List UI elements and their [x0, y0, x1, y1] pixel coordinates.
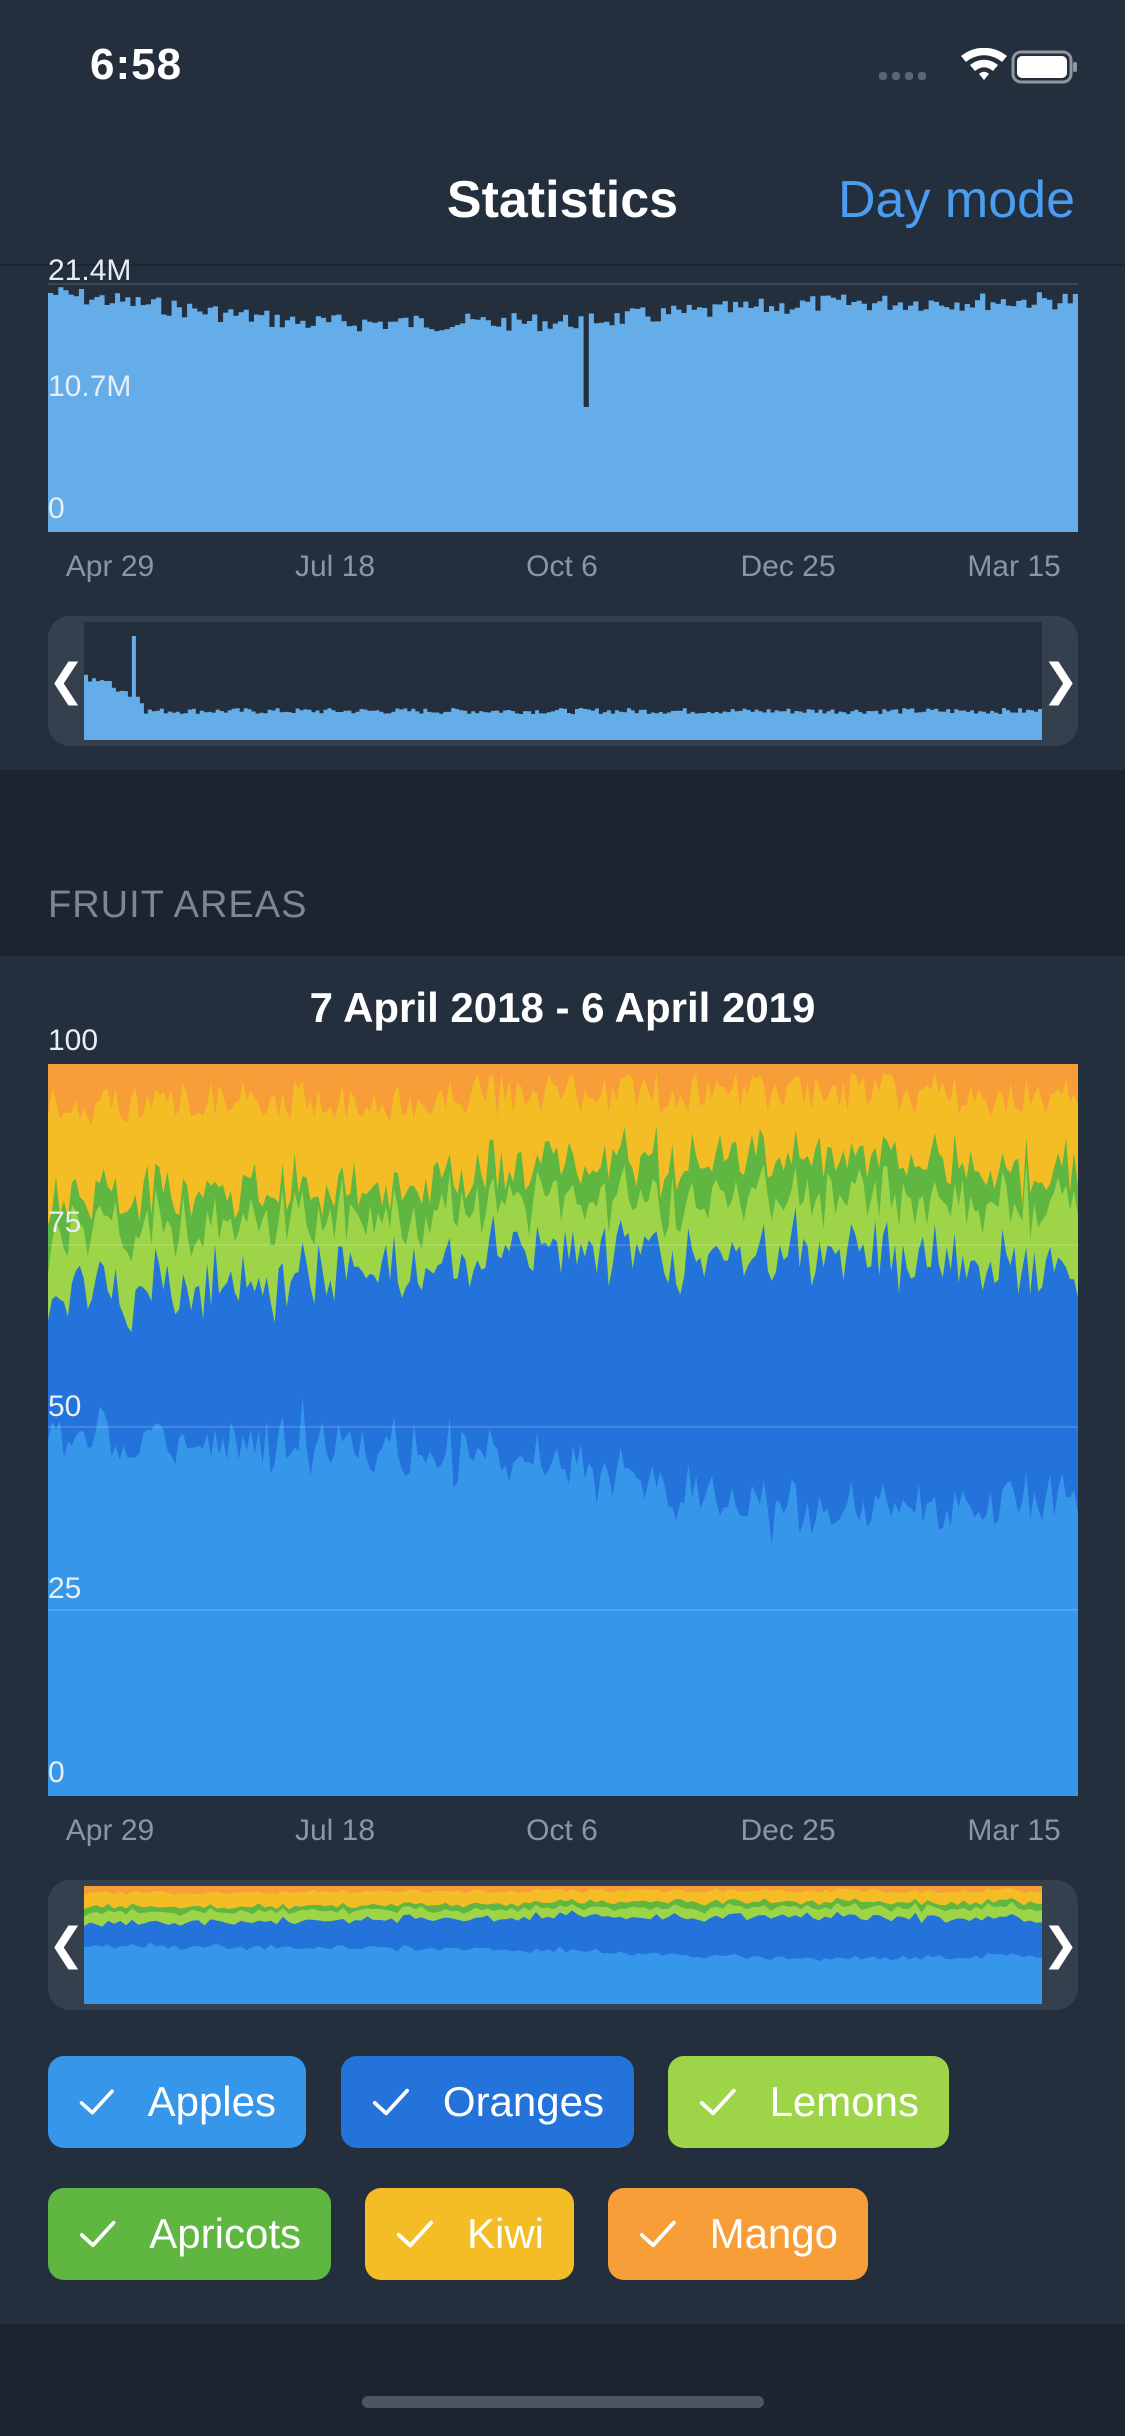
chart1-ytick-zero: 0 [48, 492, 65, 525]
page-title: Statistics [446, 171, 679, 229]
chart2-range-navigator[interactable]: ❮ ❯ [48, 1880, 1078, 2010]
chart2-xtick: Oct 6 [526, 1814, 598, 1847]
chart2-mini-layers [84, 1886, 1042, 2004]
toggle-label: Kiwi [466, 2210, 544, 2257]
checkmark-icon [396, 2220, 434, 2248]
area-layer-apples [48, 1395, 1078, 1796]
cellular-signal-icon [879, 72, 926, 80]
chart2-ytick-50: 50 [48, 1390, 82, 1423]
checkmark-icon [699, 2088, 736, 2116]
toggle-label: Apricots [149, 2210, 301, 2257]
chart1-xtick: Mar 15 [967, 550, 1061, 583]
chart2-navigator-left-handle[interactable]: ❮ [48, 1920, 85, 1969]
chart1-bars [48, 287, 1078, 532]
toggle-label: Lemons [769, 2078, 919, 2125]
chart2-ytick-25: 25 [48, 1572, 82, 1605]
checkmark-icon [639, 2220, 676, 2248]
wifi-icon [961, 48, 1007, 80]
checkmark-icon [79, 2220, 116, 2248]
chart1-navigator-window[interactable] [84, 622, 1042, 740]
fruit-areas-chart [48, 1064, 1078, 1796]
toggle-mango-button[interactable]: Mango [608, 2188, 868, 2280]
status-icons [879, 48, 1077, 84]
section-header: FRUIT AREAS [48, 884, 308, 926]
toggle-apples-button[interactable]: Apples [48, 2056, 306, 2148]
chart1-ytick-mid: 10.7M [48, 370, 132, 403]
toggle-label: Apples [147, 2078, 276, 2125]
chart2-xtick: Apr 29 [65, 1814, 155, 1847]
home-indicator [362, 2396, 764, 2408]
chart-range-title: 7 April 2018 - 6 April 2019 [309, 984, 816, 1031]
chart1-ytick-top: 21.4M [48, 254, 132, 287]
chart1-navigator-left-handle[interactable]: ❮ [48, 656, 85, 705]
chart1-range-navigator[interactable]: ❮ ❯ [48, 616, 1078, 746]
chart1-xtick: Jul 18 [294, 550, 376, 583]
chart1-mini-preview [84, 636, 1042, 740]
chart1-mini-bars [84, 636, 1042, 740]
chart1-navigator-right-handle[interactable]: ❯ [1042, 656, 1078, 705]
chart2-xtick: Jul 18 [294, 1814, 376, 1847]
status-time: 6:58 [90, 40, 183, 89]
navigation-bar: Statistics Day mode [0, 136, 1125, 266]
chart2-ytick-100: 100 [48, 1024, 99, 1057]
mini-layer-apples [84, 1942, 1042, 2004]
checkmark-icon [372, 2088, 410, 2116]
toggle-lemons-button[interactable]: Lemons [668, 2056, 949, 2148]
chart2-xtick: Mar 15 [967, 1814, 1061, 1847]
status-bar: 6:58 [0, 0, 1125, 136]
fruit-area-layers [48, 1064, 1078, 1796]
chart1-xtick: Apr 29 [65, 550, 155, 583]
chart1-xtick: Oct 6 [526, 550, 598, 583]
chart2-mini-preview [84, 1886, 1042, 2004]
toggle-oranges-button[interactable]: Oranges [341, 2056, 634, 2148]
followers-bar-chart [48, 283, 1078, 532]
toggle-label: Mango [709, 2210, 838, 2257]
chart2-grid [48, 1244, 1078, 1611]
chart1-xtick: Dec 25 [740, 550, 836, 583]
chart2-navigator-right-handle[interactable]: ❯ [1042, 1920, 1078, 1969]
day-mode-button[interactable]: Day mode [838, 171, 1075, 229]
chart2-ytick-0: 0 [48, 1756, 65, 1789]
toggle-apricots-button[interactable]: Apricots [48, 2188, 331, 2280]
battery-icon [1011, 50, 1077, 84]
chart2-xtick: Dec 25 [740, 1814, 836, 1847]
toggle-label: Oranges [442, 2078, 604, 2125]
checkmark-icon [79, 2089, 114, 2115]
chart2-ytick-75: 75 [48, 1206, 82, 1239]
chart2-navigator-window[interactable] [84, 1886, 1042, 2004]
toggle-kiwi-button[interactable]: Kiwi [365, 2188, 574, 2280]
